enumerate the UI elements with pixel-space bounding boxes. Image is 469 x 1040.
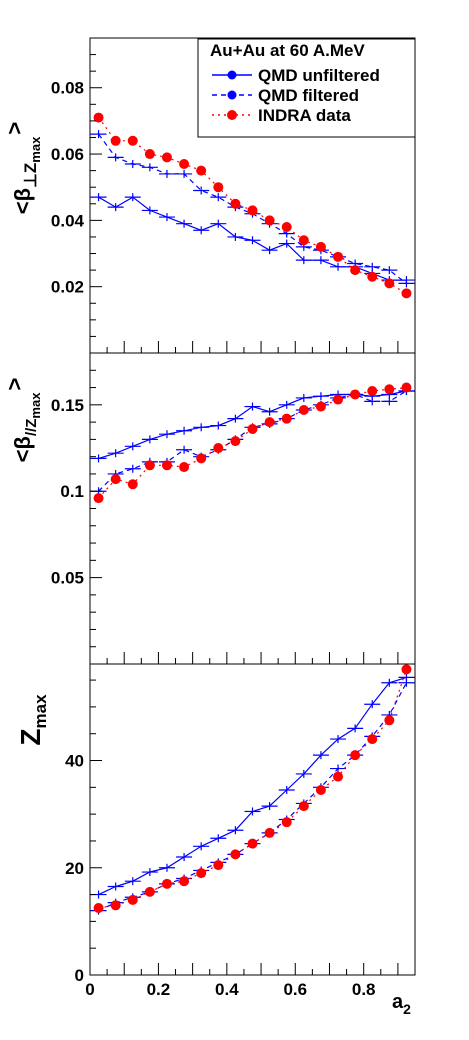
x-tick-label: 0.2 xyxy=(147,980,171,999)
data-point xyxy=(315,785,326,796)
data-point xyxy=(401,664,412,675)
data-point xyxy=(384,384,395,395)
y-tick-label: 0 xyxy=(75,966,84,985)
data-point xyxy=(333,771,344,782)
y-tick-label: 0.02 xyxy=(51,278,84,297)
y-tick-label: 0.1 xyxy=(60,482,84,501)
data-point xyxy=(110,135,121,146)
x-tick-label: 0 xyxy=(85,980,94,999)
legend-marker-filtered xyxy=(227,90,237,100)
data-point xyxy=(333,394,344,405)
data-point xyxy=(315,401,326,412)
data-point xyxy=(350,265,361,276)
data-point xyxy=(350,389,361,400)
panel-zmax-frame xyxy=(89,663,416,976)
data-point xyxy=(213,182,224,193)
data-point xyxy=(161,152,172,163)
data-point xyxy=(179,159,190,169)
legend-marker-unfiltered xyxy=(227,70,237,80)
series-line-qmd-unfiltered xyxy=(98,676,407,896)
data-point xyxy=(384,278,395,289)
data-point xyxy=(93,112,104,123)
data-point xyxy=(213,443,224,454)
axis-layer: 0.02 0.04 0.06 0.08 0.05 0.1 0.15 0 20 40 0 0.2 0.4 0… xyxy=(51,54,416,999)
data-point xyxy=(367,734,378,745)
data-point xyxy=(298,801,309,812)
data-point xyxy=(264,417,275,428)
data-point xyxy=(367,271,378,282)
data-point xyxy=(264,215,275,226)
data-point xyxy=(161,460,172,471)
data-point xyxy=(230,436,241,447)
plot-layer xyxy=(90,112,415,915)
y-tick-label: 0.04 xyxy=(51,211,85,230)
data-point xyxy=(179,876,190,887)
data-point xyxy=(161,878,172,889)
data-point xyxy=(315,241,326,252)
legend-label-unfiltered: QMD unfiltered xyxy=(258,66,380,85)
data-point xyxy=(179,462,190,473)
data-point xyxy=(298,405,309,416)
xlabel: a2 xyxy=(392,991,411,1017)
data-point xyxy=(144,149,155,160)
data-point xyxy=(247,205,258,216)
x-tick-label: 0.8 xyxy=(352,980,376,999)
data-point xyxy=(281,222,292,232)
y-tick-label: 0.15 xyxy=(51,396,84,415)
data-point xyxy=(298,235,309,246)
legend-title: Au+Au at 60 A.MeV xyxy=(210,41,365,60)
data-point xyxy=(144,460,155,471)
data-point xyxy=(230,198,241,209)
data-point xyxy=(127,894,138,905)
data-point xyxy=(401,382,412,393)
series-line-qmd-filtered xyxy=(98,682,407,912)
y-tick-label: 40 xyxy=(65,752,84,771)
legend-marker-indra xyxy=(227,110,237,120)
data-point xyxy=(401,288,412,299)
data-point xyxy=(281,817,292,828)
x-tick-label: 0.6 xyxy=(283,980,307,999)
y-tick-label: 0.08 xyxy=(51,79,84,98)
y-tick-label: 0.06 xyxy=(51,145,84,164)
data-point xyxy=(110,900,121,911)
panel-par-frame xyxy=(89,352,416,665)
data-point xyxy=(196,453,207,464)
ylabel-par: <β//Zmax> xyxy=(2,378,43,463)
y-tick-label: 20 xyxy=(65,859,84,878)
data-point xyxy=(213,860,224,871)
legend: Au+Au at 60 A.MeV QMD unfiltered QMD fil… xyxy=(197,38,416,138)
ylabel-zmax: Zmax xyxy=(15,694,50,746)
data-point xyxy=(230,849,241,860)
legend-label-indra: INDRA data xyxy=(258,106,351,125)
ylabel-perp: <β⊥Zmax> xyxy=(2,122,43,214)
data-point xyxy=(247,424,258,435)
data-point xyxy=(127,479,138,490)
legend-box xyxy=(197,38,416,138)
data-point xyxy=(196,868,207,879)
data-point xyxy=(247,838,258,849)
data-point xyxy=(281,413,292,424)
data-point xyxy=(333,251,344,262)
data-point xyxy=(367,386,378,397)
legend-label-filtered: QMD filtered xyxy=(258,86,359,105)
data-point xyxy=(196,165,207,176)
data-point xyxy=(127,135,138,146)
data-point xyxy=(350,750,361,761)
data-point xyxy=(93,902,104,913)
data-point xyxy=(264,827,275,838)
x-tick-label: 0.4 xyxy=(215,980,239,999)
y-tick-label: 0.05 xyxy=(51,569,84,588)
data-point xyxy=(93,493,104,504)
data-point xyxy=(110,474,121,485)
data-point xyxy=(144,886,155,897)
data-point xyxy=(384,715,395,726)
